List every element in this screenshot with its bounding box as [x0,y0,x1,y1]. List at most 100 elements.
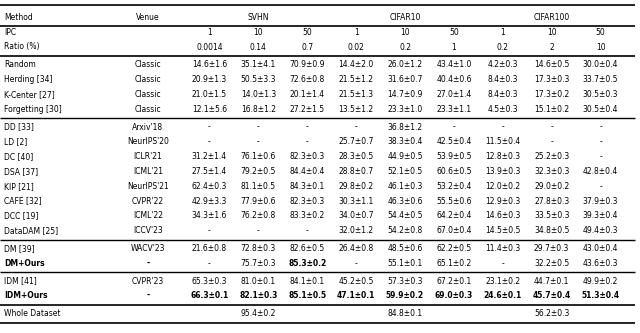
Text: CVPR'22: CVPR'22 [132,196,164,205]
Text: 48.5±0.6: 48.5±0.6 [387,244,422,253]
Text: 4.2±0.3: 4.2±0.3 [488,60,518,69]
Text: Whole Dataset: Whole Dataset [4,309,61,318]
Text: 20.9±1.3: 20.9±1.3 [192,75,227,84]
Text: 81.0±0.1: 81.0±0.1 [241,276,276,285]
Text: 16.8±1.2: 16.8±1.2 [241,105,276,114]
Text: Random: Random [4,60,36,69]
Text: 27.8±0.3: 27.8±0.3 [534,196,570,205]
Text: 23.3±1.1: 23.3±1.1 [436,105,472,114]
Text: Classic: Classic [134,90,161,99]
Text: 65.3±0.3: 65.3±0.3 [192,276,227,285]
Text: KIP [21]: KIP [21] [4,182,34,191]
Text: 45.2±0.5: 45.2±0.5 [339,276,374,285]
Text: 59.9±0.2: 59.9±0.2 [386,291,424,300]
Text: 27.5±1.4: 27.5±1.4 [192,167,227,176]
Text: 82.6±0.5: 82.6±0.5 [289,244,325,253]
Text: 37.9±0.3: 37.9±0.3 [583,196,618,205]
Text: 62.2±0.5: 62.2±0.5 [436,244,472,253]
Text: 21.6±0.8: 21.6±0.8 [192,244,227,253]
Text: 30.5±0.3: 30.5±0.3 [583,90,618,99]
Text: 44.7±0.1: 44.7±0.1 [534,276,570,285]
Text: 42.5±0.4: 42.5±0.4 [436,137,472,146]
Text: 82.1±0.3: 82.1±0.3 [239,291,278,300]
Text: Arxiv'18: Arxiv'18 [132,123,164,132]
Text: 84.3±0.1: 84.3±0.1 [289,182,325,191]
Text: IDM+Ours: IDM+Ours [4,291,47,300]
Text: -: - [208,226,211,235]
Text: 47.1±0.1: 47.1±0.1 [337,291,375,300]
Text: 76.1±0.6: 76.1±0.6 [241,152,276,161]
Text: 26.0±1.2: 26.0±1.2 [387,60,422,69]
Text: 82.3±0.3: 82.3±0.3 [289,196,325,205]
Text: 81.1±0.5: 81.1±0.5 [241,182,276,191]
Text: 50: 50 [449,28,459,37]
Text: -: - [550,123,553,132]
Text: 65.1±0.2: 65.1±0.2 [436,259,472,268]
Text: Venue: Venue [136,13,160,22]
Text: K-Center [27]: K-Center [27] [4,90,55,99]
Text: 30.3±1.1: 30.3±1.1 [339,196,374,205]
Text: 4.5±0.3: 4.5±0.3 [488,105,518,114]
Text: 44.9±0.5: 44.9±0.5 [387,152,423,161]
Text: 43.0±0.4: 43.0±0.4 [583,244,618,253]
Text: CIFAR10: CIFAR10 [389,13,420,22]
Text: -: - [257,137,260,146]
Text: NeurIPS'21: NeurIPS'21 [127,182,169,191]
Text: 75.7±0.3: 75.7±0.3 [241,259,276,268]
Text: Classic: Classic [134,105,161,114]
Text: 31.2±1.4: 31.2±1.4 [192,152,227,161]
Text: 2: 2 [549,43,554,52]
Text: 8.4±0.3: 8.4±0.3 [488,75,518,84]
Text: 56.2±0.3: 56.2±0.3 [534,309,570,318]
Text: 46.3±0.6: 46.3±0.6 [387,196,423,205]
Text: -: - [599,152,602,161]
Text: 77.9±0.6: 77.9±0.6 [241,196,276,205]
Text: DM [39]: DM [39] [4,244,35,253]
Text: DSA [37]: DSA [37] [4,167,38,176]
Text: 12.1±5.6: 12.1±5.6 [192,105,227,114]
Text: IPC: IPC [4,28,16,37]
Text: 31.6±0.7: 31.6±0.7 [387,75,422,84]
Text: 35.1±4.1: 35.1±4.1 [241,60,276,69]
Text: -: - [355,123,358,132]
Text: 69.0±0.3: 69.0±0.3 [435,291,473,300]
Text: 67.2±0.1: 67.2±0.1 [436,276,472,285]
Text: 84.8±0.1: 84.8±0.1 [387,309,422,318]
Text: DCC [19]: DCC [19] [4,211,38,220]
Text: 55.5±0.6: 55.5±0.6 [436,196,472,205]
Text: Forgetting [30]: Forgetting [30] [4,105,61,114]
Text: 43.4±1.0: 43.4±1.0 [436,60,472,69]
Text: -: - [257,123,260,132]
Text: 1: 1 [451,43,456,52]
Text: 42.8±0.4: 42.8±0.4 [583,167,618,176]
Text: Classic: Classic [134,75,161,84]
Text: 0.02: 0.02 [348,43,365,52]
Text: 55.1±0.1: 55.1±0.1 [387,259,422,268]
Text: 54.4±0.5: 54.4±0.5 [387,211,423,220]
Text: SVHN: SVHN [248,13,269,22]
Text: 13.5±1.2: 13.5±1.2 [339,105,374,114]
Text: 33.7±0.5: 33.7±0.5 [583,75,618,84]
Text: 95.4±0.2: 95.4±0.2 [241,309,276,318]
Text: -: - [355,259,358,268]
Text: -: - [306,137,308,146]
Text: 57.3±0.3: 57.3±0.3 [387,276,423,285]
Text: 1: 1 [354,28,358,37]
Text: 36.8±1.2: 36.8±1.2 [387,123,422,132]
Text: 29.7±0.3: 29.7±0.3 [534,244,570,253]
Text: 10: 10 [547,28,556,37]
Text: 34.3±1.6: 34.3±1.6 [192,211,227,220]
Text: 82.3±0.3: 82.3±0.3 [289,152,325,161]
Text: 43.6±0.3: 43.6±0.3 [583,259,618,268]
Text: 20.1±1.4: 20.1±1.4 [290,90,324,99]
Text: 26.4±0.8: 26.4±0.8 [339,244,374,253]
Text: 14.6±0.5: 14.6±0.5 [534,60,570,69]
Text: DataDAM [25]: DataDAM [25] [4,226,58,235]
Text: DC [40]: DC [40] [4,152,33,161]
Text: 14.6±1.6: 14.6±1.6 [192,60,227,69]
Text: 21.5±1.3: 21.5±1.3 [339,90,374,99]
Text: 54.2±0.8: 54.2±0.8 [387,226,422,235]
Text: 32.2±0.5: 32.2±0.5 [534,259,570,268]
Text: 52.1±0.5: 52.1±0.5 [387,167,422,176]
Text: 13.9±0.3: 13.9±0.3 [485,167,520,176]
